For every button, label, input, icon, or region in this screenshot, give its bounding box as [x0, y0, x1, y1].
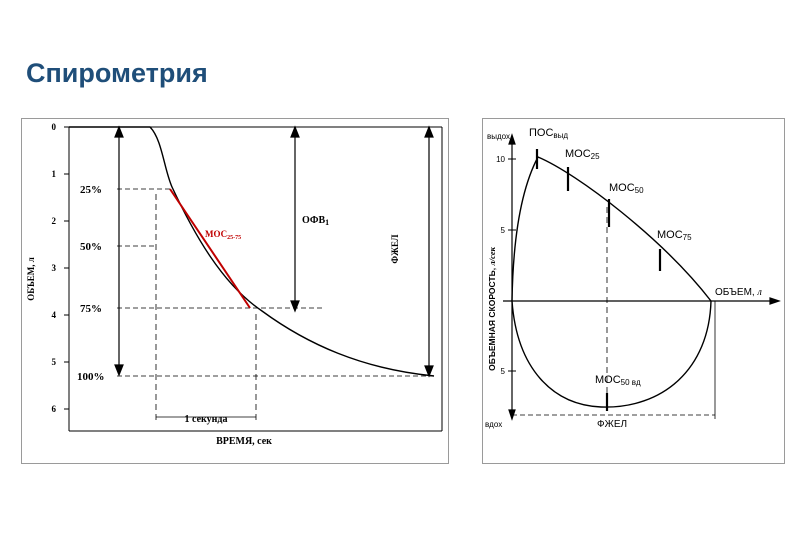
- mos-25-75-label: МОС25-75: [205, 229, 241, 241]
- ofv1-arrow: [290, 125, 300, 313]
- one-second-label: 1 секунда: [185, 414, 228, 425]
- flow-y-tick-marks: [508, 158, 516, 372]
- y-tick-label: 5: [52, 357, 57, 367]
- mos-25-75-line: [169, 188, 251, 309]
- volume-time-diagram: 0 1 2 3 4 5 6 ОБЪЕМ, л 25% 50% 75%: [26, 122, 443, 447]
- mos75-label: МОС75: [657, 229, 692, 242]
- pct-label-75: 75%: [80, 303, 102, 315]
- flow-y-tick-label: 5: [501, 367, 506, 376]
- y-axis-label: ОБЪЕМ, л: [26, 257, 36, 301]
- flow-volume-panel: 10 5 5 выдох вдох ОБЪЕМНАЯ СКОРОСТЬ, л/с…: [482, 118, 785, 464]
- volume-time-curve: [69, 126, 435, 377]
- fzhel-arrow: [424, 125, 434, 378]
- flow-x-axis-label: ОБЪЕМ, л: [715, 287, 762, 298]
- percent-arrow: [114, 125, 124, 377]
- flow-volume-diagram: 10 5 5 выдох вдох ОБЪЕМНАЯ СКОРОСТЬ, л/с…: [485, 127, 781, 430]
- exhale-label: выдох: [487, 132, 510, 141]
- pct-label-25: 25%: [80, 184, 102, 196]
- level-lines: [117, 188, 437, 377]
- y-tick-marks: [64, 126, 69, 410]
- y-tick-label: 4: [52, 310, 57, 320]
- svg-text:ОБЪЕМНАЯ СКОРОСТЬ, л/с: ОБЪЕМНАЯ СКОРОСТЬ, л/сек: [487, 246, 497, 371]
- mos25-label: МОС25: [565, 148, 600, 161]
- x-axis-label: ВРЕМЯ, сек: [216, 436, 272, 447]
- inhale-label: вдох: [485, 420, 502, 429]
- flow-y-axis-label: ОБЪЕМНАЯ СКОРОСТЬ, л/сек: [487, 246, 497, 371]
- y-tick-label: 1: [52, 169, 57, 179]
- ofv1-label: ОФВ1: [302, 215, 329, 227]
- y-tick-label: 3: [52, 263, 57, 273]
- mos50-label: МОС50: [609, 182, 644, 195]
- mos50-insp-label: МОС50 вд: [595, 374, 641, 387]
- curve-markers: [535, 149, 662, 411]
- inspiratory-curve: [511, 300, 712, 408]
- flow-fzhel-label: ФЖЕЛ: [597, 419, 627, 430]
- time-markers: [155, 194, 257, 424]
- fzhel-label: ФЖЕЛ: [390, 234, 400, 264]
- y-tick-label: 0: [52, 122, 57, 132]
- flow-x-axis: [503, 297, 781, 305]
- flow-y-tick-label: 5: [501, 226, 506, 235]
- volume-time-panel: 0 1 2 3 4 5 6 ОБЪЕМ, л 25% 50% 75%: [21, 118, 449, 464]
- y-tick-label: 6: [52, 404, 57, 414]
- pos-vyd-label: ПОСвыд: [529, 127, 568, 140]
- expiratory-curve: [511, 156, 712, 302]
- flow-y-axis: [508, 133, 516, 421]
- page-title: Спирометрия: [26, 58, 208, 88]
- pct-label-50: 50%: [80, 241, 102, 253]
- flow-y-tick-label: 10: [496, 155, 505, 164]
- pct-label-100: 100%: [77, 371, 105, 383]
- y-tick-label: 2: [52, 216, 57, 226]
